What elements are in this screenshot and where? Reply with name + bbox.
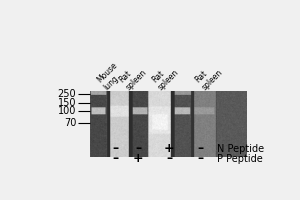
- Text: –: –: [197, 142, 203, 155]
- Text: Rat
spleen: Rat spleen: [193, 61, 224, 92]
- Text: 100: 100: [58, 106, 76, 116]
- Text: –: –: [135, 142, 141, 155]
- Text: 150: 150: [58, 98, 76, 108]
- Text: +: +: [164, 142, 175, 155]
- Text: 250: 250: [58, 89, 76, 99]
- Text: Rat
spleen: Rat spleen: [117, 61, 148, 92]
- Text: +: +: [133, 152, 144, 165]
- Text: –: –: [112, 152, 118, 165]
- Text: N Peptide: N Peptide: [217, 144, 264, 154]
- Text: –: –: [197, 152, 203, 165]
- Text: –: –: [166, 152, 172, 165]
- Text: 70: 70: [64, 118, 76, 128]
- Text: Rat
spleen: Rat spleen: [150, 61, 181, 92]
- Text: Mouse
lung: Mouse lung: [95, 61, 125, 92]
- Text: –: –: [112, 142, 118, 155]
- Text: P Peptide: P Peptide: [217, 154, 263, 164]
